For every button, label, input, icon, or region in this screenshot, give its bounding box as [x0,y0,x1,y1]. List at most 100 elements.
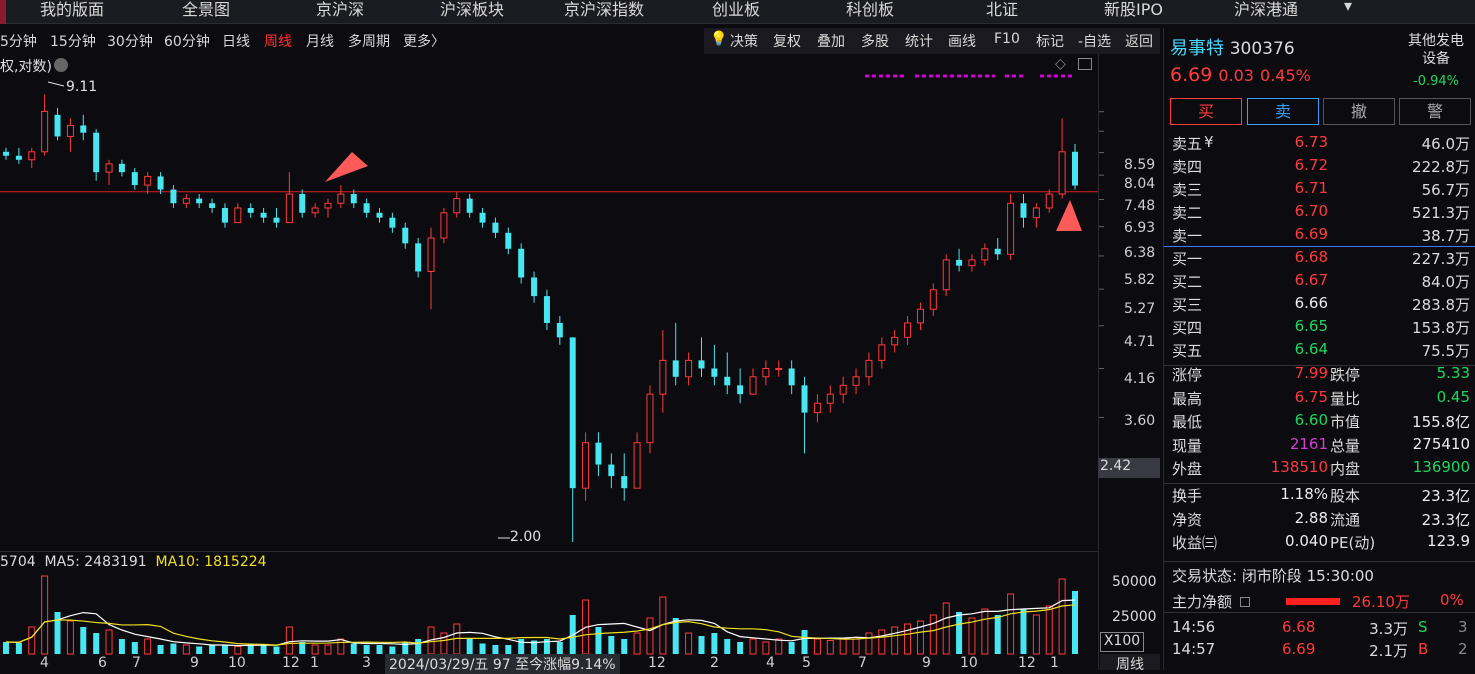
stat-label: 最高 [1172,389,1203,408]
volume-bar [28,626,36,655]
stock-name[interactable]: 易事特 [1170,38,1224,59]
volume-bar [813,638,821,655]
volume-bar [66,620,74,655]
down-arrow-marker [325,152,368,182]
volume-bar [105,629,113,655]
volume-bar [15,642,22,654]
cancel-order-button[interactable]: 撤 [1323,98,1395,125]
period-weekly[interactable]: 周线 [264,34,292,50]
volume-bar [466,639,473,654]
time-axis-label: 6 [98,655,107,671]
period-60min[interactable]: 60分钟 [164,34,210,50]
volume-bar [608,636,615,654]
candle-body [41,110,49,153]
period-15min[interactable]: 15分钟 [50,34,96,50]
tool-mark[interactable]: 标记 [1036,34,1064,50]
stat-value: 6.75 [1294,387,1328,406]
volume-bar [633,632,641,655]
period-daily[interactable]: 日线 [222,34,250,50]
tick-row: 14:56 6.68 3.3万 S 3 [1172,618,1472,640]
stats2-divider [1164,483,1475,484]
nav-item-jhs[interactable]: 京沪深 [316,0,365,19]
tool-multi-stock[interactable]: 多股 [861,34,889,50]
sell-button[interactable]: 卖 [1247,98,1319,125]
kline-svg [0,74,1104,655]
period-30min[interactable]: 30分钟 [107,34,153,50]
alert-button[interactable]: 警 [1399,98,1471,125]
order-book-row: 卖五 6.73 46.0万 [1172,133,1472,156]
volume-bar [518,639,525,654]
stat-row: 最高 6.75 量比 0.45 [1172,388,1472,411]
nav-item-index[interactable]: 京沪深指数 [564,0,645,19]
bulb-icon: 💡 [710,31,728,47]
volume-bar [350,643,357,654]
nav-dropdown-icon[interactable]: ▾ [1344,0,1353,15]
tool-stats[interactable]: 统计 [905,34,933,50]
stat-label: 内盘 [1330,460,1361,478]
candle-body [453,198,461,214]
settings-dot-icon[interactable] [54,58,68,72]
period-5min[interactable]: 5分钟 [0,34,37,50]
ask-flag: ¥ [1204,133,1214,151]
volume-bar [981,608,989,655]
nav-item-my-layout[interactable]: 我的版面 [40,0,105,19]
period-multi[interactable]: 多周期 [348,34,390,50]
tool-back[interactable]: 返回 [1125,34,1153,50]
volume-bar [737,642,744,654]
sector-name[interactable]: 其他发电 设备 [1408,33,1464,67]
tool-overlay[interactable]: 叠加 [817,34,845,50]
candle-body [659,359,667,395]
volume-bar [1045,605,1053,655]
order-volume: 283.8万 [1412,296,1470,314]
chart-toolbar: 5分钟 15分钟 30分钟 60分钟 日线 周线 月线 多周期 更多〉 💡 决策… [0,28,1160,54]
tool-draw[interactable]: 画线 [948,34,976,50]
volume-bar [1020,609,1027,654]
tool-f10[interactable]: F10 [994,31,1020,47]
stat-row: 外盘 138510 内盘 136900 [1172,458,1472,481]
nav-item-panorama[interactable]: 全景图 [182,0,231,19]
flow-detail-icon[interactable] [1239,597,1250,607]
book-divider [1164,246,1475,247]
tool-watchlist[interactable]: -自选 [1078,34,1112,50]
tools-bar-bg [704,28,1160,54]
window-icon[interactable] [1078,58,1092,70]
tool-decision[interactable]: 决策 [730,34,758,50]
stat-value: 0.45 [1436,387,1470,406]
nav-item-star[interactable]: 科创板 [846,0,895,19]
stock-code: 300376 [1229,39,1295,59]
candle-body [337,193,345,204]
nav-item-bse[interactable]: 北证 [986,0,1019,19]
tick-time: 14:57 [1172,640,1216,658]
period-monthly[interactable]: 月线 [306,34,334,50]
period-more[interactable]: 更多〉 [403,31,445,51]
volume-bar [260,645,267,654]
order-price: 6.67 [1294,271,1328,289]
volume-bar [389,646,396,654]
stat-value: 23.3亿 [1421,510,1470,529]
nav-item-chinext[interactable]: 创业板 [712,0,761,19]
volume-bar [118,639,125,654]
volume-bar [93,633,100,654]
stat-value: 2.88 [1294,508,1328,527]
candle-body [221,207,228,223]
tool-adjust[interactable]: 复权 [773,34,801,50]
ma5-line [5,599,1076,647]
price-axis-label: 5.27 [1124,300,1156,317]
nav-item-ipo[interactable]: 新股IPO [1104,0,1163,19]
diamond-icon[interactable]: ◇ [1055,56,1066,72]
stat-value: 123.9 [1427,532,1470,550]
kline-chart[interactable]: 权,对数) 9.11 2.00 ◇ 8.59 8.04 7.48 6.93 6.38 5.… [0,54,1160,674]
order-price: 6.68 [1294,248,1328,266]
order-price: 6.69 [1294,225,1328,243]
nav-item-connect[interactable]: 沪深港通 [1234,0,1299,19]
candle-body [466,198,473,213]
nav-item-sector[interactable]: 沪深板块 [440,0,505,19]
period-tab[interactable]: 周线 [1100,654,1160,673]
order-book-row: 买三 6.66 283.8万 [1172,294,1472,317]
volume-bar [505,645,512,654]
buy-button[interactable]: 买 [1170,98,1242,125]
order-volume: 56.7万 [1421,181,1470,199]
candle-body [196,198,203,204]
order-book-row: 买二 6.67 84.0万 [1172,271,1472,294]
candle-body [531,277,538,297]
